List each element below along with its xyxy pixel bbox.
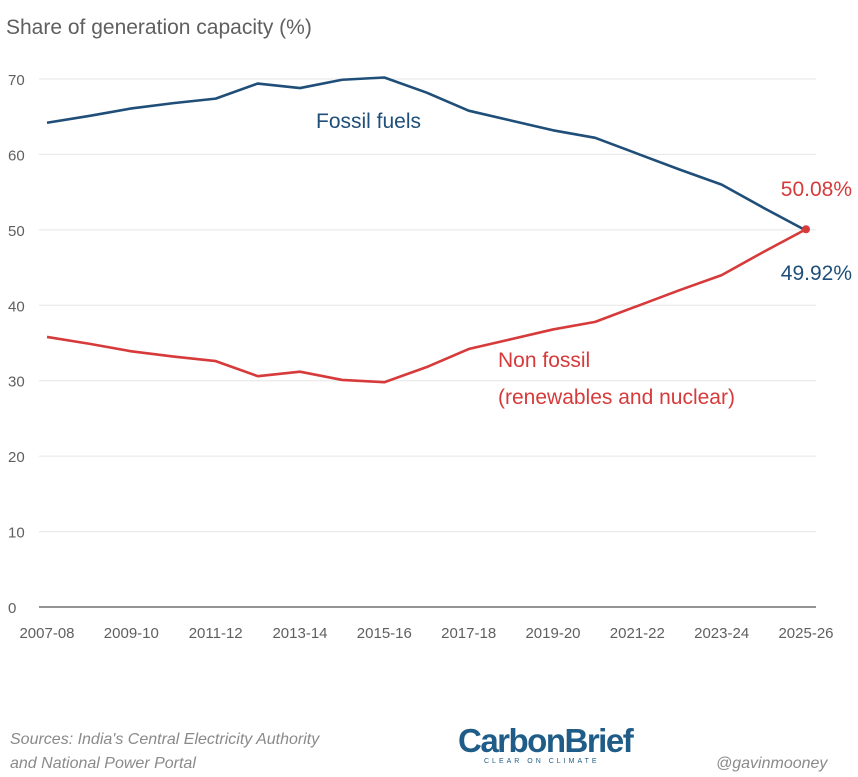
author-handle: @gavinmooney	[716, 755, 828, 772]
sources-line-2: and National Power Portal	[10, 755, 196, 772]
end-value-fossil: 49.92%	[781, 262, 852, 285]
y-axis-title: Share of generation capacity (%)	[6, 16, 312, 39]
x-tick-label-2013-14: 2013-14	[272, 625, 327, 642]
logo-tagline: CLEAR ON CLIMATE	[484, 758, 600, 765]
x-tick-label-2017-18: 2017-18	[441, 625, 496, 642]
line-chart: Share of generation capacity (%) 0 10 20 30…	[6, 16, 852, 642]
x-tick-label-2025-26: 2025-26	[778, 625, 833, 642]
x-tick-label-2023-24: 2023-24	[694, 625, 749, 642]
y-tick-label-40: 40	[8, 298, 25, 315]
fossil-fuels-line	[46, 76, 807, 232]
non-fossil-label-line-2: (renewables and nuclear)	[498, 386, 735, 409]
y-tick-label-50: 50	[8, 223, 25, 240]
y-tick-label-0: 0	[8, 600, 16, 617]
fossil-fuels-label: Fossil fuels	[316, 110, 421, 133]
y-tick-label-30: 30	[8, 374, 25, 391]
y-tick-label-10: 10	[8, 525, 25, 542]
logo-wordmark: CarbonBrief	[458, 722, 634, 759]
y-tick-label-70: 70	[8, 72, 25, 89]
sources-line-1: Sources: India's Central Electricity Aut…	[10, 731, 320, 748]
x-tick-label-2009-10: 2009-10	[104, 625, 159, 642]
x-tick-label-2019-20: 2019-20	[525, 625, 580, 642]
y-tick-label-60: 60	[8, 147, 25, 164]
x-tick-label-2021-22: 2021-22	[610, 625, 665, 642]
sources-note: Sources: India's Central Electricity Aut…	[10, 728, 390, 776]
x-tick-label-2007-08: 2007-08	[19, 625, 74, 642]
end-value-non-fossil: 50.08%	[781, 178, 852, 201]
x-tick-label-2015-16: 2015-16	[357, 625, 412, 642]
non-fossil-label-line-1: Non fossil	[498, 349, 590, 372]
y-tick-label-20: 20	[8, 449, 25, 466]
non-fossil-end-point	[802, 225, 810, 234]
non-fossil-line	[46, 228, 807, 384]
carbonbrief-logo: CarbonBrief CLEAR ON CLIMATE	[458, 722, 638, 766]
x-tick-label-2011-12: 2011-12	[189, 625, 243, 642]
